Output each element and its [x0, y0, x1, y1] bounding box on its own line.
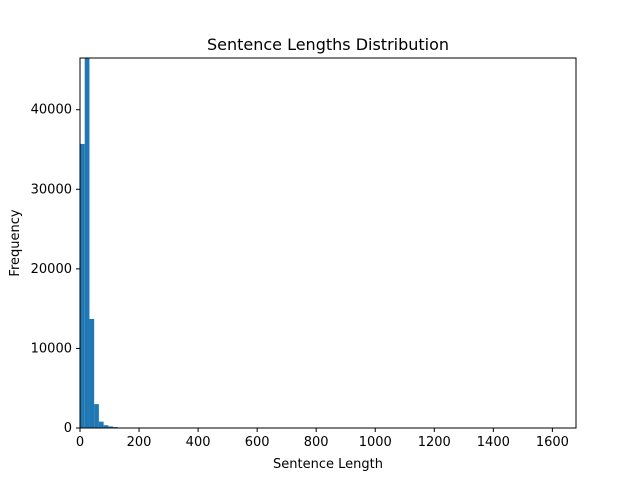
chart-title: Sentence Lengths Distribution [207, 35, 449, 54]
histogram-bar-2 [89, 318, 95, 428]
x-axis-ticks: 0 200 400 600 800 1000 1200 1400 1600 [76, 428, 569, 450]
x-tick-label: 0 [76, 435, 84, 450]
y-tick-label: 10000 [31, 341, 72, 356]
plot-frame [79, 57, 577, 429]
x-tick-label: 200 [127, 435, 152, 450]
x-tick-label: 1400 [477, 435, 510, 450]
y-axis-label: Frequency [8, 209, 23, 276]
x-tick-label: 1600 [536, 435, 569, 450]
histogram-bar-6 [108, 426, 114, 428]
x-tick-label: 600 [245, 435, 270, 450]
y-tick-label: 30000 [31, 182, 72, 197]
histogram-bar-1 [84, 58, 90, 428]
histogram-bar-0 [80, 143, 85, 428]
x-axis-label: Sentence Length [273, 457, 383, 472]
x-tick-label: 800 [304, 435, 329, 450]
y-tick-label: 20000 [31, 262, 72, 277]
x-tick-label: 1000 [359, 435, 392, 450]
histogram-bar-3 [94, 404, 99, 428]
y-tick-label: 0 [64, 421, 72, 436]
histogram-bar-5 [103, 425, 109, 428]
y-axis-ticks: 0 10000 20000 30000 40000 [31, 103, 80, 436]
histogram-bar-4 [98, 421, 104, 428]
bars-group [80, 58, 137, 428]
y-tick-label: 40000 [31, 103, 72, 118]
x-tick-label: 1200 [418, 435, 451, 450]
x-tick-label: 400 [186, 435, 211, 450]
